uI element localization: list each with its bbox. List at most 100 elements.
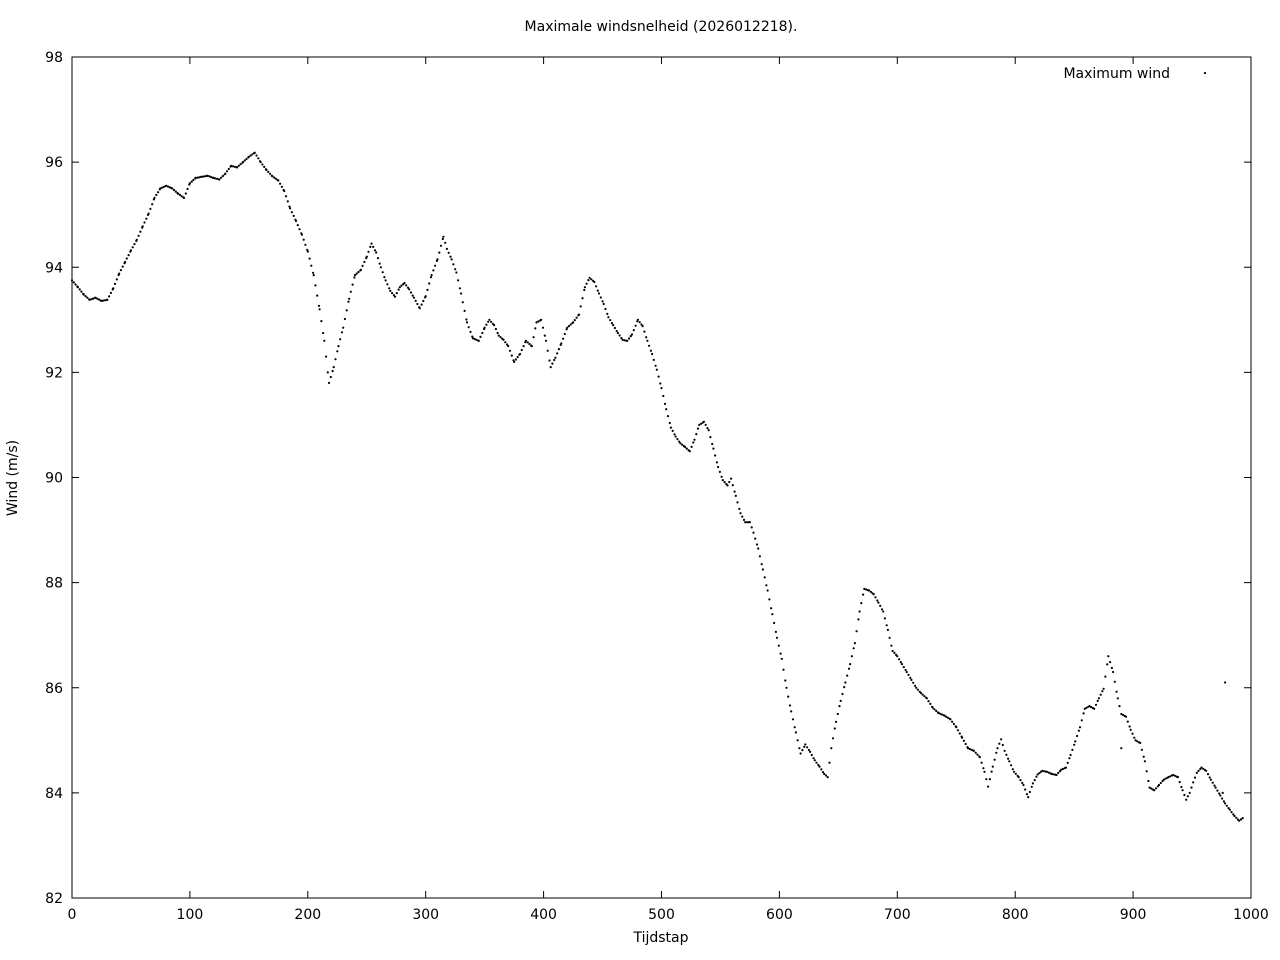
data-point: [227, 167, 230, 171]
data-point: [494, 327, 497, 331]
data-point: [1076, 734, 1079, 738]
data-point: [265, 168, 268, 172]
data-point: [483, 326, 486, 329]
data-point: [765, 584, 768, 587]
data-point: [1147, 779, 1150, 783]
data-point: [273, 176, 276, 179]
data-point: [269, 172, 272, 175]
data-point: [225, 170, 229, 173]
data-point: [652, 358, 655, 361]
data-point: [1209, 778, 1212, 781]
data-point: [1206, 773, 1210, 776]
data-point: [750, 526, 753, 529]
x-tick-label: 700: [884, 907, 911, 923]
data-point: [508, 349, 512, 352]
data-point: [715, 461, 719, 464]
data-point: [74, 283, 77, 286]
data-point: [541, 326, 545, 329]
data-point: [304, 243, 307, 246]
data-point: [879, 604, 882, 608]
data-point: [96, 297, 99, 300]
data-point: [1159, 781, 1162, 785]
data-point: [1027, 796, 1030, 799]
data-point: [233, 165, 236, 168]
data-point: [704, 423, 707, 426]
y-tick-label: 96: [45, 155, 63, 171]
data-point: [493, 324, 496, 327]
data-point: [1178, 780, 1181, 784]
data-point: [543, 334, 546, 337]
data-point: [551, 362, 554, 365]
data-point: [236, 166, 239, 169]
data-point: [1012, 770, 1016, 773]
data-point: [1157, 783, 1161, 787]
data-point: [312, 271, 315, 274]
data-point: [988, 778, 992, 781]
data-point: [649, 349, 653, 352]
data-point: [863, 587, 866, 591]
data-point: [496, 331, 499, 335]
data-point: [673, 433, 676, 436]
data-point: [204, 175, 207, 178]
data-point: [94, 296, 97, 299]
data-point: [497, 334, 500, 337]
data-point: [405, 284, 408, 287]
data-point: [620, 337, 623, 340]
data-point: [267, 170, 270, 173]
data-point: [460, 292, 463, 295]
data-point: [758, 555, 762, 558]
data-point: [108, 295, 111, 298]
data-point: [590, 278, 593, 281]
data-point: [666, 415, 670, 418]
data-point: [1213, 784, 1216, 787]
data-point: [112, 287, 115, 290]
data-point: [850, 655, 854, 658]
data-point: [361, 264, 364, 267]
data-point: [1235, 816, 1238, 819]
y-tick-label: 82: [45, 891, 63, 907]
data-point: [907, 673, 910, 677]
data-point: [588, 276, 591, 279]
data-point: [579, 305, 582, 308]
data-point: [1129, 728, 1132, 731]
data-point: [306, 248, 309, 251]
data-point: [391, 292, 394, 295]
data-point: [381, 271, 384, 274]
data-point: [616, 331, 620, 335]
data-point: [916, 688, 920, 691]
data-point: [406, 286, 410, 289]
data-point: [230, 164, 233, 167]
data-point: [353, 276, 356, 279]
data-point: [1131, 732, 1134, 735]
data-point: [890, 644, 893, 647]
data-point: [1033, 779, 1036, 782]
data-point: [86, 296, 89, 299]
data-point: [1021, 781, 1024, 785]
data-point: [1074, 740, 1077, 743]
data-point: [88, 298, 91, 301]
data-point: [563, 332, 566, 336]
data-point: [308, 257, 311, 260]
data-point: [548, 359, 551, 362]
data-point: [799, 752, 802, 755]
data-point: [651, 352, 654, 356]
data-point: [1045, 770, 1049, 773]
data-point: [284, 195, 288, 198]
data-point: [839, 699, 842, 703]
data-point: [329, 375, 332, 379]
data-point: [332, 366, 335, 369]
data-point: [1128, 725, 1131, 728]
x-tick-label: 100: [177, 907, 204, 923]
data-point: [910, 678, 913, 682]
data-point: [280, 185, 283, 188]
data-point: [913, 684, 917, 687]
data-point: [1078, 726, 1082, 729]
data-point: [157, 191, 160, 194]
data-point: [966, 747, 970, 750]
data-point: [596, 289, 599, 292]
outlier-point: [1221, 791, 1224, 795]
data-point: [208, 175, 211, 178]
data-point: [674, 435, 677, 438]
y-tick-label: 86: [45, 681, 63, 697]
data-point: [804, 743, 807, 746]
